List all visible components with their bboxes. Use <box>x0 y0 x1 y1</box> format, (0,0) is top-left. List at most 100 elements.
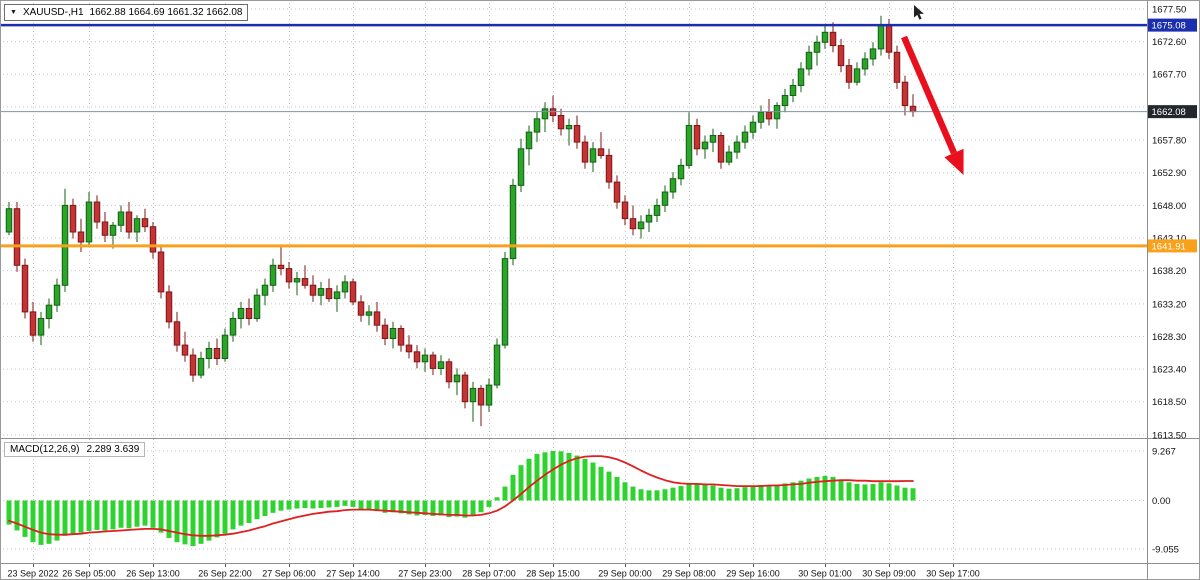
price-axis-strip[interactable] <box>1148 1 1200 580</box>
macd-histogram-bar <box>134 500 140 527</box>
bull-candle <box>221 334 229 360</box>
bull-candle <box>757 111 765 123</box>
time-axis-label: 26 Sep 22:00 <box>198 569 252 579</box>
time-axis-label: 30 Sep 17:00 <box>926 569 980 579</box>
price-badge-label: 1641.91 <box>1152 241 1186 252</box>
time-axis-label: 29 Sep 08:00 <box>662 569 716 579</box>
macd-histogram-bar <box>174 500 180 543</box>
time-axis-label: 29 Sep 00:00 <box>598 569 652 579</box>
macd-histogram-bar <box>590 462 596 501</box>
bear-candle <box>189 354 197 376</box>
macd-histogram-bar <box>646 490 652 501</box>
macd-histogram-bar <box>182 500 188 545</box>
bull-candle <box>269 264 277 286</box>
bull-candle <box>493 344 501 386</box>
bear-candle <box>765 111 773 120</box>
macd-histogram-bar <box>246 500 252 523</box>
bull-candle <box>749 121 757 133</box>
macd-histogram-bar <box>622 482 628 501</box>
grid-layer <box>3 3 1146 561</box>
bear-candle <box>245 308 253 319</box>
macd-histogram-bar <box>518 465 524 501</box>
macd-histogram-bar <box>774 484 780 501</box>
bear-candle <box>21 264 29 313</box>
macd-histogram-bar <box>406 500 412 515</box>
macd-histogram-bar <box>454 500 460 517</box>
bear-candle <box>885 25 893 53</box>
macd-histogram-bar <box>294 500 300 509</box>
bull-candle <box>517 148 525 186</box>
bull-candle <box>253 294 261 320</box>
macd-histogram-bar <box>14 500 20 531</box>
macd-histogram-bar <box>710 485 716 501</box>
bull-candle <box>453 374 461 383</box>
bear-candle <box>901 81 909 106</box>
bull-candle <box>389 328 397 339</box>
macd-histogram-bar <box>758 484 764 501</box>
macd-histogram-bar <box>638 489 644 501</box>
macd-axis-label: 9.267 <box>1152 446 1176 457</box>
macd-histogram-bar <box>30 500 36 543</box>
symbol-title: XAUUSD-,H1 <box>22 7 84 18</box>
bull-candle <box>685 125 693 166</box>
macd-histogram-bar <box>446 500 452 518</box>
macd-histogram-bar <box>206 500 212 541</box>
macd-histogram-bar <box>278 500 284 511</box>
macd-histogram-bar <box>782 483 788 501</box>
macd-histogram-bar <box>478 500 484 513</box>
bull-candle <box>133 218 141 233</box>
macd-histogram-bar <box>70 500 76 534</box>
bull-candle <box>485 384 493 406</box>
macd-histogram-bar <box>598 466 604 501</box>
bull-candle <box>85 201 93 243</box>
macd-histogram-bar <box>582 458 588 501</box>
macd-histogram-bar <box>910 488 916 501</box>
price-badge <box>1148 239 1197 253</box>
macd-histogram-bar <box>390 500 396 513</box>
trend-arrow[interactable] <box>901 35 957 155</box>
bull-candle <box>733 141 741 153</box>
price-axis-label: 1648.00 <box>1152 201 1186 212</box>
bear-candle <box>381 324 389 340</box>
macd-indicator-values: 2.289 3.639 <box>86 444 140 455</box>
bull-candle <box>877 25 885 50</box>
macd-histogram-bar <box>342 500 348 506</box>
symbol-info-box[interactable]: ▼ XAUUSD-,H1 1662.88 1664.69 1661.32 166… <box>4 4 249 21</box>
macd-histogram-bar <box>102 500 108 531</box>
bull-candle <box>509 184 517 260</box>
macd-histogram-bar <box>254 500 260 520</box>
macd-histogram-bar <box>94 500 100 530</box>
macd-histogram-bar <box>822 475 828 501</box>
macd-histogram-bar <box>670 487 676 501</box>
macd-histogram-bar <box>86 500 92 531</box>
macd-histogram-bar <box>310 500 316 509</box>
trend-arrow-head[interactable] <box>944 148 964 175</box>
macd-histogram-bar <box>654 490 660 501</box>
price-axis-label: 1652.90 <box>1152 168 1186 179</box>
bull-candle <box>45 304 53 320</box>
price-badge <box>1148 18 1197 32</box>
macd-histogram-bar <box>486 500 492 507</box>
bull-candle <box>525 131 533 150</box>
macd-histogram-bar <box>54 500 60 541</box>
bear-candle <box>621 201 629 220</box>
bear-candle <box>405 344 413 353</box>
macd-histogram-bar <box>366 500 372 511</box>
bull-candle <box>109 224 117 236</box>
macd-axis-label: -9.055 <box>1152 544 1179 555</box>
bear-candle <box>93 201 101 223</box>
price-axis-label: 1628.30 <box>1152 332 1186 343</box>
macd-histogram-bar <box>662 489 668 501</box>
bull-candle <box>781 95 789 106</box>
bull-candle <box>773 105 781 120</box>
macd-histogram-bar <box>894 485 900 501</box>
macd-histogram-bar <box>742 487 748 501</box>
time-axis-strip[interactable] <box>1 564 1200 580</box>
time-axis-label: 28 Sep 07:00 <box>462 569 516 579</box>
macd-histogram-bar <box>302 500 308 508</box>
bear-candle <box>357 301 365 316</box>
bull-candle <box>645 214 653 223</box>
macd-histogram-bar <box>350 500 356 507</box>
symbol-dropdown-icon[interactable]: ▼ <box>10 9 17 16</box>
